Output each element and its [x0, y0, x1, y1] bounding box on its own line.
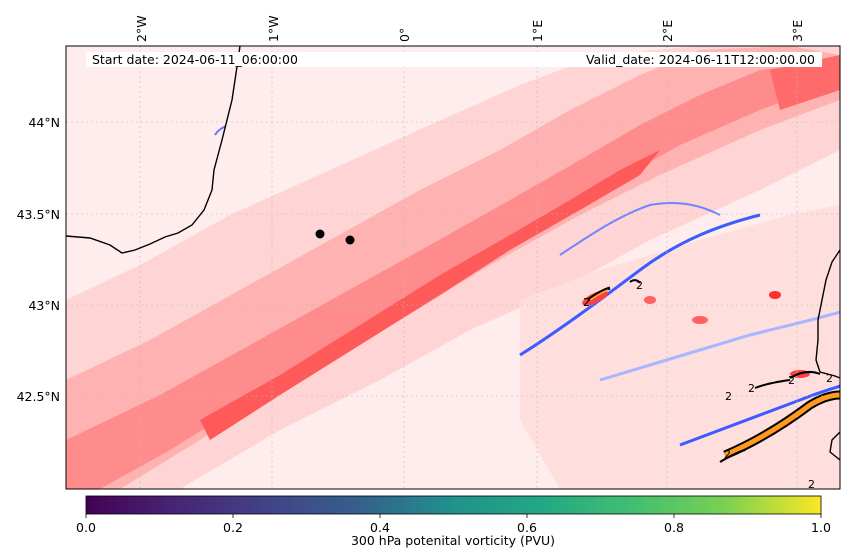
gridlines: [66, 46, 840, 489]
field-band-max: [200, 150, 660, 440]
contour-label: 2: [788, 374, 795, 387]
contour-label: 2: [725, 390, 732, 403]
start-date-label: Start date: 2024-06-11_06:00:00: [92, 52, 298, 67]
header-strip: [86, 52, 822, 67]
lon-tick-label: 2°E: [660, 20, 675, 42]
lat-tick-label: 43.5°N: [17, 207, 60, 222]
location-marker: [345, 235, 355, 245]
coastline-atlantic: [66, 46, 241, 254]
lat-tick-label: 43°N: [28, 298, 60, 313]
lon-tick-label: 2°W: [134, 15, 149, 42]
pv-blob-1: [582, 290, 608, 306]
colorbar-tick-label: 0.2: [223, 520, 243, 535]
lon-tick-label: 1°E: [530, 20, 545, 42]
negative-filament-2: [559, 202, 721, 256]
pv-blob-4: [692, 316, 708, 324]
pv-blob-5: [644, 296, 656, 304]
pv-contour-1: [587, 286, 611, 302]
negative-filament-1: [519, 213, 761, 357]
colorbar-tick-label: 0.4: [370, 520, 390, 535]
coastline-mediterranean-south: [829, 431, 840, 461]
pv-contour-4: [719, 449, 746, 463]
pv-contour-2: [629, 279, 641, 284]
colorbar-tick-label: 0.8: [664, 520, 684, 535]
contour-label: 2: [636, 279, 643, 292]
negative-filament-4: [679, 384, 840, 447]
location-marker: [315, 229, 325, 239]
contour-label: 2: [748, 382, 755, 395]
colorbar-tick-label: 0.0: [76, 520, 96, 535]
colorbar-tick-label: 1.0: [811, 520, 831, 535]
contour-label: 2: [583, 296, 590, 309]
pv-contour-5: [789, 370, 821, 379]
contour-label: 2: [826, 372, 833, 385]
lon-tick-label: 0°: [397, 28, 412, 42]
coastline-mediterranean: [815, 249, 840, 379]
field-noise-region: [520, 205, 840, 489]
pv-contour-1-fill: [589, 289, 609, 301]
colorbar-tick-label: 0.6: [517, 520, 537, 535]
plot-frame: [65, 45, 841, 490]
contour-label: 2: [808, 478, 815, 491]
colorbar-title: 300 hPa potenital vorticity (PVU): [351, 533, 555, 548]
negative-filament-3: [599, 310, 840, 382]
field-band-max-upper: [770, 55, 840, 110]
lon-tick-label: 3°E: [790, 20, 805, 42]
pv-streak-orange-fill: [724, 392, 840, 458]
pv-blob-2: [769, 291, 781, 299]
lat-tick-label: 42.5°N: [17, 389, 60, 404]
pv-contour-3: [754, 379, 791, 389]
lat-tick-label: 44°N: [28, 115, 60, 130]
pv-field: 2 2 2 2 2 2 2 2: [66, 46, 840, 491]
colorbar: [85, 495, 822, 515]
colorbar-ticks: [85, 514, 822, 518]
contour-label: 2: [724, 448, 731, 461]
valid-date-label: Valid_date: 2024-06-11T12:00:00.00: [586, 52, 815, 67]
lon-tick-label: 1°W: [266, 15, 281, 42]
